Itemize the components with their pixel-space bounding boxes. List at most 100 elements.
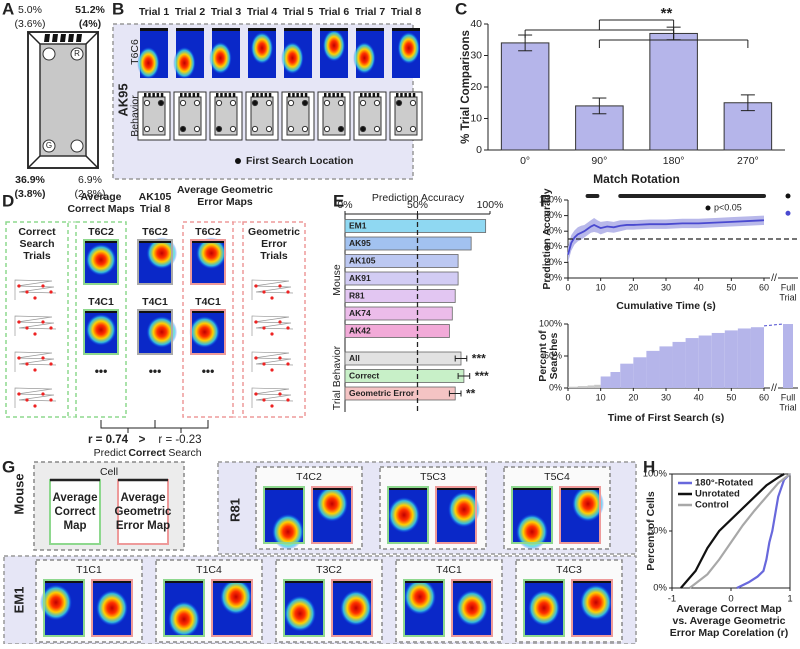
cue-stripe — [360, 93, 363, 97]
heatmap-edge — [436, 487, 476, 490]
y-tick-label: 20 — [470, 81, 482, 93]
mini-well — [229, 99, 237, 107]
map-frame — [403, 579, 445, 637]
label: 6.9% — [78, 174, 102, 186]
label: AK105 — [139, 191, 172, 203]
step-bar — [620, 363, 634, 388]
mini-well — [265, 99, 273, 107]
mini-well — [301, 125, 309, 133]
mini-well — [323, 99, 331, 107]
cue-stripe — [304, 93, 308, 97]
label: Average — [53, 492, 98, 504]
trial-label: Trial 5 — [283, 6, 314, 18]
mini-well — [143, 99, 151, 107]
search-point — [286, 326, 290, 330]
x-tick-label: 90° — [591, 155, 607, 167]
heatmap-blob — [85, 243, 117, 276]
label: > — [139, 434, 146, 446]
heatmap-blob — [340, 590, 372, 626]
cue-stripe — [152, 93, 155, 97]
heatmap-edge — [164, 580, 204, 583]
bar — [344, 351, 462, 366]
label: p<0.05 — [714, 202, 742, 212]
step-bar — [750, 327, 764, 388]
cue-stripe — [288, 93, 291, 97]
x-tick-label: 0% — [337, 199, 352, 211]
search-point — [17, 284, 21, 288]
cue-stripe — [400, 93, 403, 97]
dashed-box — [5, 221, 69, 418]
label: 5.0% — [18, 4, 42, 16]
cue-stripe — [372, 93, 376, 97]
cue-stripe — [268, 93, 272, 97]
map-frame — [190, 309, 226, 355]
search-point — [254, 320, 258, 324]
heatmap-edge — [404, 580, 444, 583]
trajectory — [14, 279, 57, 300]
label: Error Maps — [197, 196, 253, 208]
search-point — [41, 356, 45, 360]
map-frame — [283, 579, 325, 637]
search-point — [25, 326, 29, 330]
label: Map — [64, 520, 87, 532]
accuracy-line — [567, 219, 765, 255]
bar-label: AK74 — [349, 308, 371, 318]
y-tick-label: 40% — [544, 241, 562, 251]
panel-letter: C — [455, 0, 467, 18]
significance: ** — [661, 5, 673, 22]
legend-label: Control — [695, 500, 729, 511]
search-point — [17, 356, 21, 360]
map-frame — [43, 579, 85, 637]
search-point — [262, 290, 266, 294]
mini-well — [157, 125, 165, 133]
axis-break: // — [771, 272, 777, 284]
label: Average — [121, 492, 166, 504]
label: T6C2 — [88, 226, 114, 238]
bar — [344, 219, 487, 233]
trial-label: Trial 6 — [319, 6, 350, 18]
cue-stripe — [364, 93, 367, 97]
ellipsis: ••• — [149, 364, 162, 378]
heatmap-blob — [168, 601, 200, 638]
cue-stripe — [224, 93, 227, 97]
x-tick-label: 60 — [759, 392, 769, 402]
cue-stripe — [368, 93, 371, 97]
step-bar — [600, 376, 611, 388]
search-point — [278, 356, 282, 360]
map-frame — [571, 579, 613, 637]
cue-stripe — [336, 93, 340, 97]
label: G — [46, 141, 52, 150]
label: Correct — [128, 447, 166, 459]
label: r = -0.23 — [158, 434, 201, 446]
significance-dot — [785, 193, 791, 199]
search-point — [25, 398, 29, 402]
heatmap-edge — [356, 28, 384, 31]
x-tick-label: 50 — [726, 282, 736, 292]
label: Percent of — [537, 330, 549, 382]
label: r = 0.74 — [88, 434, 129, 446]
panel-letter: D — [2, 191, 14, 210]
cue-stripe — [216, 93, 219, 97]
heatmap-edge — [388, 487, 428, 490]
x-tick-label: 30 — [661, 282, 671, 292]
bar — [344, 306, 453, 321]
search-point — [33, 296, 37, 300]
map-frame — [137, 239, 173, 285]
heatmap-edge — [320, 28, 348, 31]
step-bar — [587, 385, 595, 388]
map-frame — [451, 579, 493, 637]
well — [70, 139, 84, 153]
map-frame — [311, 486, 353, 544]
cdf-line — [736, 473, 791, 589]
step-bar — [672, 341, 686, 388]
heatmap-edge — [284, 580, 324, 583]
mini-well — [193, 125, 201, 133]
map-frame — [137, 309, 173, 355]
heatmap-blob — [572, 485, 604, 522]
y-tick-label: 0 — [476, 144, 482, 156]
cue-stripe — [180, 93, 183, 97]
trial-label: Trial 4 — [247, 6, 278, 18]
mini-well — [373, 125, 381, 133]
x-tick-label: 270° — [737, 155, 759, 167]
heatmap-blob — [353, 42, 376, 74]
